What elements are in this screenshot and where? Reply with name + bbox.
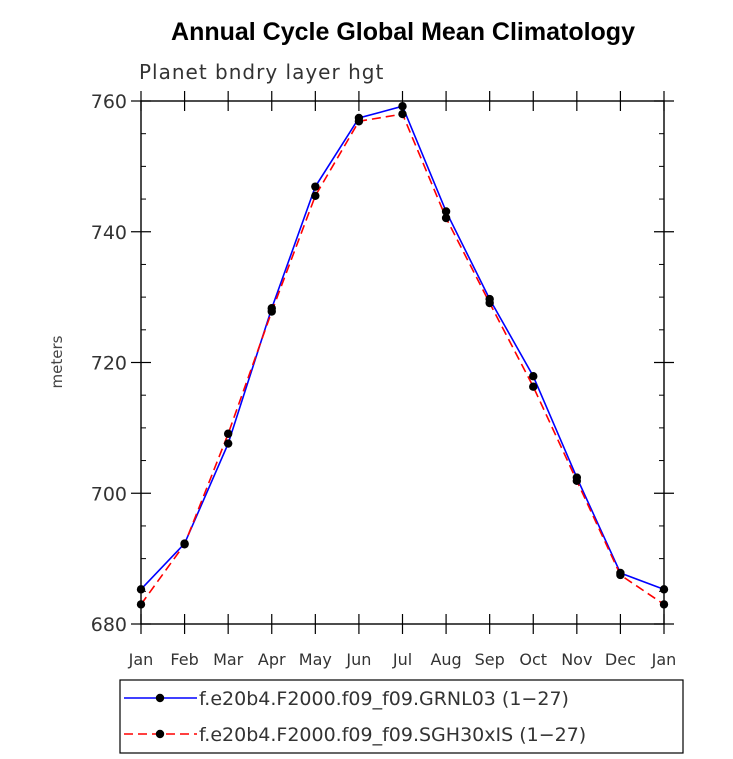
tick-marks bbox=[131, 91, 674, 634]
legend-label-2: f.e20b4.F2000.f09_f09.SGH30xIS (1−27) bbox=[199, 724, 586, 746]
x-tick-label: Nov bbox=[561, 650, 592, 669]
x-tick-label: Dec bbox=[605, 650, 636, 669]
data-point bbox=[354, 117, 364, 126]
data-point bbox=[529, 382, 538, 391]
series-points bbox=[136, 102, 669, 609]
data-point bbox=[311, 182, 320, 191]
y-tick-label: 700 bbox=[91, 483, 127, 505]
x-tick-label: Aug bbox=[430, 650, 461, 669]
data-point bbox=[572, 476, 582, 486]
plot-frame bbox=[140, 100, 665, 625]
x-tick-label: May bbox=[299, 650, 332, 669]
data-point bbox=[485, 298, 494, 308]
data-point bbox=[223, 429, 233, 438]
legend-box bbox=[119, 679, 684, 754]
x-tick-label: Feb bbox=[170, 650, 198, 669]
data-point bbox=[311, 191, 320, 200]
y-tick-label: 740 bbox=[91, 222, 127, 244]
chart-title: Annual Cycle Global Mean Climatology bbox=[171, 18, 635, 46]
legend: f.e20b4.F2000.f09_f09.GRNL03 (1−27) f.e20… bbox=[119, 679, 684, 754]
y-tick-labels: 680 700 720 740 760 bbox=[91, 91, 127, 636]
x-tick-label: Jun bbox=[345, 650, 371, 669]
y-axis-label: meters bbox=[48, 335, 66, 388]
legend-marker bbox=[155, 693, 165, 703]
x-tick-label: Jul bbox=[392, 650, 412, 669]
chart-subtitle: Planet bndry layer hgt bbox=[139, 60, 384, 84]
series-lines bbox=[140, 105, 665, 606]
data-point bbox=[441, 213, 451, 223]
x-tick-label: Jan bbox=[128, 650, 154, 669]
data-point bbox=[267, 307, 276, 316]
data-point bbox=[398, 102, 407, 111]
series-line-1 bbox=[140, 105, 665, 591]
x-tick-label: Mar bbox=[213, 650, 244, 669]
legend-marker bbox=[155, 729, 165, 739]
x-tick-label: Oct bbox=[519, 650, 547, 669]
legend-label-1: f.e20b4.F2000.f09_f09.GRNL03 (1−27) bbox=[199, 688, 569, 710]
y-tick-label: 760 bbox=[91, 91, 127, 113]
data-point bbox=[441, 207, 451, 216]
data-point bbox=[529, 372, 538, 381]
series-line-2 bbox=[140, 113, 665, 606]
data-point bbox=[616, 570, 625, 580]
data-point bbox=[398, 109, 407, 119]
x-tick-labels: Jan Feb Mar Apr May Jun Jul Aug Sep Oct Nov Dec Jan bbox=[128, 650, 677, 669]
data-point bbox=[180, 540, 189, 549]
y-tick-label: 720 bbox=[91, 353, 127, 375]
x-tick-label: Jan bbox=[651, 650, 677, 669]
x-tick-label: Apr bbox=[258, 650, 286, 669]
y-tick-label: 680 bbox=[91, 614, 127, 636]
data-point bbox=[223, 439, 233, 448]
x-tick-label: Sep bbox=[475, 650, 505, 669]
